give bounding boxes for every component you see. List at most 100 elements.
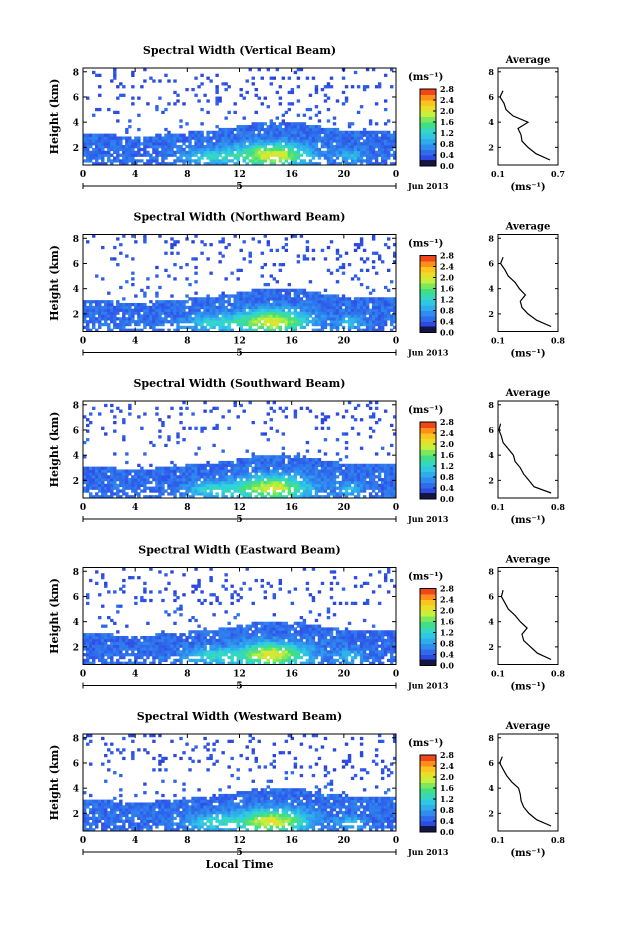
heatmap-cell	[242, 495, 246, 499]
heatmap-cell	[389, 423, 394, 428]
heatmap-cell	[164, 489, 168, 493]
heatmap-cell	[311, 145, 316, 149]
heatmap-cell	[287, 311, 292, 315]
heatmap-cell	[257, 156, 261, 160]
heatmap-cell	[380, 495, 385, 499]
heatmap-cell	[158, 644, 162, 648]
heatmap-cell	[206, 139, 210, 143]
heatmap-cell	[293, 466, 298, 470]
heatmap-cell	[209, 317, 213, 321]
heatmap-cell	[83, 153, 87, 157]
heatmap-cell	[248, 127, 252, 132]
heatmap-cell	[302, 125, 307, 129]
heatmap-cell	[272, 142, 277, 146]
heatmap-cell	[371, 162, 376, 166]
heatmap-cell	[344, 305, 349, 310]
heatmap-cell	[104, 495, 108, 499]
heatmap-cell	[242, 633, 246, 637]
heatmap-cell	[284, 150, 289, 154]
heatmap-cell	[368, 291, 373, 295]
heatmap-cell	[101, 624, 105, 628]
heatmap-cell	[155, 638, 159, 643]
heatmap-cell	[86, 300, 90, 304]
heatmap-cell	[191, 136, 195, 140]
heatmap-cell	[218, 630, 222, 634]
heatmap-cell	[146, 655, 150, 660]
heatmap-cell	[188, 320, 192, 324]
heatmap-cell	[299, 475, 304, 479]
heatmap-cell	[383, 317, 388, 321]
heatmap-cell	[353, 162, 358, 166]
heatmap-cell	[251, 633, 255, 637]
heatmap-cell	[389, 308, 394, 312]
heatmap-cell	[254, 644, 258, 648]
heatmap-cell	[140, 480, 144, 485]
y-tick-label: 8	[73, 401, 79, 411]
heatmap-cell	[260, 300, 264, 304]
heatmap-cell	[248, 251, 252, 255]
heatmap-cell	[230, 127, 234, 132]
heatmap-cell	[167, 133, 171, 137]
heatmap-cell	[338, 254, 343, 258]
heatmap-cell	[230, 314, 234, 318]
heatmap-cell	[221, 142, 225, 146]
heatmap-cell	[230, 460, 234, 465]
heatmap-cell	[143, 480, 147, 485]
heatmap-cell	[290, 466, 295, 470]
heatmap-cell	[248, 260, 252, 264]
heatmap-cell	[275, 486, 280, 490]
heatmap-cell	[272, 136, 277, 140]
heatmap-cell	[155, 308, 159, 312]
heatmap-cell	[296, 460, 301, 465]
heatmap-cell	[284, 406, 289, 410]
heatmap-cell	[200, 655, 204, 660]
heatmap-cell	[137, 305, 141, 310]
heatmap-cell	[125, 661, 129, 665]
heatmap-cell	[296, 291, 301, 295]
heatmap-cell	[200, 429, 204, 433]
heatmap-cell	[101, 576, 105, 580]
heatmap-cell	[266, 638, 270, 643]
heatmap-cell	[233, 475, 237, 479]
heatmap-cell	[104, 300, 108, 304]
heatmap-cell	[278, 288, 283, 292]
heatmap-cell	[392, 469, 397, 473]
heatmap-cell	[116, 159, 120, 163]
heatmap-cell	[221, 145, 225, 149]
heatmap-cell	[263, 145, 267, 149]
heatmap-cell	[254, 624, 258, 628]
heatmap-cell	[221, 294, 225, 298]
heatmap-cell	[149, 300, 153, 304]
heatmap-cell	[338, 133, 343, 137]
heatmap-cell	[362, 463, 367, 468]
heatmap-cell	[200, 297, 204, 301]
heatmap-cell	[116, 492, 120, 496]
heatmap-cell	[260, 650, 264, 654]
heatmap-cell	[269, 483, 274, 487]
heatmap-cell	[302, 302, 307, 307]
heatmap-cell	[233, 320, 237, 324]
heatmap-cell	[110, 483, 114, 487]
heatmap-cell	[272, 320, 277, 324]
heatmap-cell	[281, 294, 286, 298]
heatmap-cell	[206, 322, 210, 327]
heatmap-cell	[245, 469, 249, 473]
heatmap-cell	[185, 650, 189, 654]
heatmap-cell	[224, 245, 228, 250]
heatmap-cell	[248, 150, 252, 154]
heatmap-cell	[260, 432, 264, 436]
heatmap-cell	[353, 159, 358, 163]
heatmap-cell	[155, 495, 159, 499]
heatmap-cell	[146, 314, 150, 318]
heatmap-cell	[110, 403, 114, 408]
heatmap-cell	[329, 492, 334, 496]
colorbar-tick-label: 0.8	[440, 306, 454, 316]
heatmap-cell	[347, 469, 352, 473]
heatmap-cell	[299, 122, 304, 126]
heatmap-cell	[209, 489, 213, 493]
heatmap-cell	[170, 245, 174, 250]
heatmap-cell	[239, 489, 243, 493]
average-title: Average	[505, 222, 551, 233]
heatmap-cell	[197, 156, 201, 160]
heatmap-cell	[161, 478, 165, 482]
